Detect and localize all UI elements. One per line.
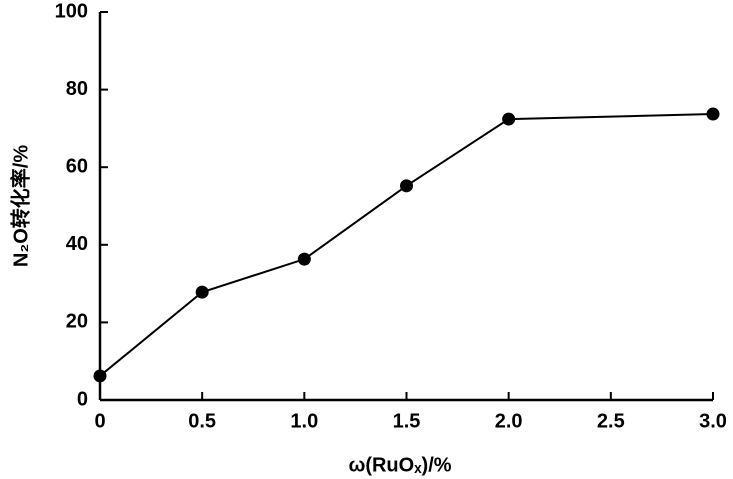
data-line — [99, 113, 714, 377]
x-tick-label: 2.5 — [597, 410, 625, 432]
data-point — [93, 369, 107, 383]
y-axis-label: N₂O转化率/% — [8, 145, 32, 267]
x-tick-label: 2.0 — [495, 410, 523, 432]
x-tick-label: 3.0 — [699, 410, 727, 432]
x-axis-label: ω(RuOₓ)/% — [348, 454, 451, 476]
x-tick-label: 1.5 — [393, 410, 421, 432]
data-point — [297, 252, 311, 266]
y-tick-label: 20 — [66, 311, 88, 333]
x-tick-label: 0.5 — [188, 410, 216, 432]
data-point — [502, 112, 516, 126]
data-point — [706, 107, 720, 121]
x-tick-label: 1.0 — [290, 410, 318, 432]
y-tick-label: 80 — [66, 78, 88, 100]
y-tick-label: 60 — [66, 155, 88, 177]
y-tick-label: 0 — [77, 388, 88, 410]
x-tick-label: 0 — [94, 410, 105, 432]
data-point — [195, 285, 209, 299]
y-tick-label: 100 — [55, 0, 88, 22]
data-point — [400, 179, 413, 193]
y-tick-label: 40 — [66, 233, 88, 255]
